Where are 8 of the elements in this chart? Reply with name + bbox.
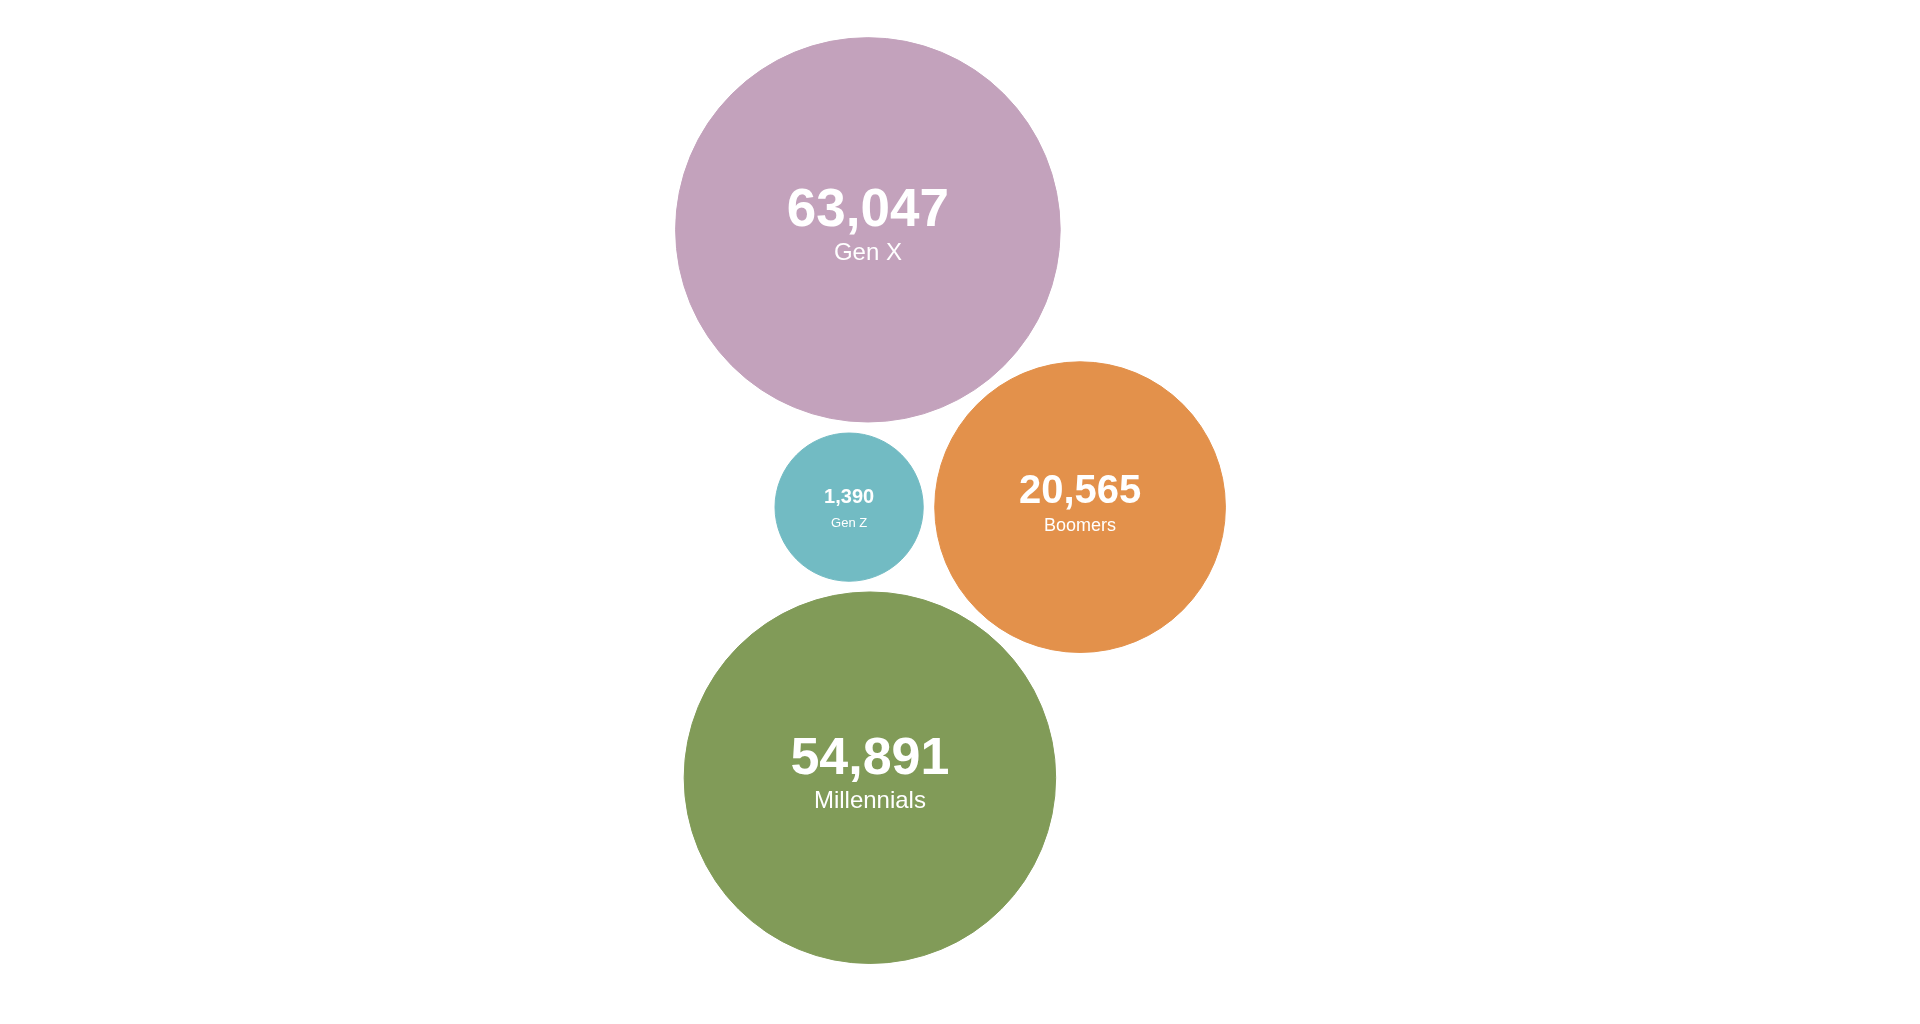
- data-label: 1,390: [824, 485, 875, 508]
- category-label: Gen Z: [831, 515, 868, 531]
- category-label: Millennials: [813, 785, 926, 813]
- data-label: 54,891: [790, 726, 950, 785]
- data-label: 20,565: [1018, 467, 1142, 512]
- category-label: Gen X: [833, 237, 902, 265]
- data-label: 63,047: [786, 177, 949, 237]
- category-label: Boomers: [1044, 515, 1117, 536]
